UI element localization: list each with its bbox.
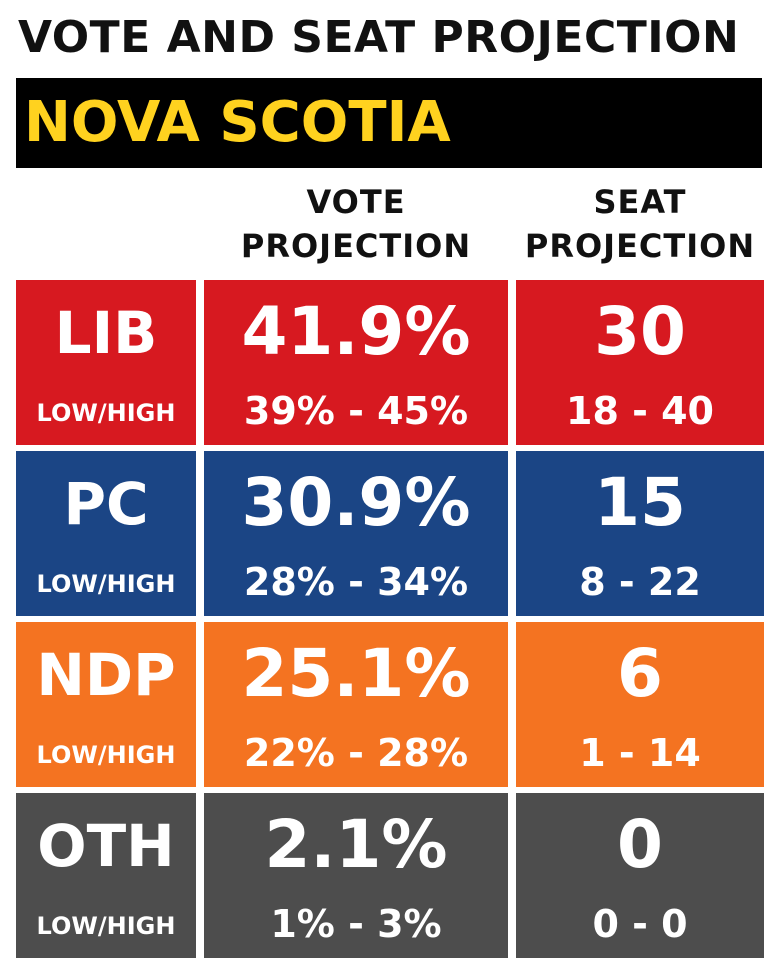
- vote-cell-ndp: 25.1% 22% - 28%: [204, 622, 508, 787]
- seat-header-line2: PROJECTION: [524, 227, 756, 265]
- seat-count: 6: [617, 635, 663, 712]
- vote-share: 2.1%: [264, 806, 448, 883]
- party-cell-oth: OTH LOW/HIGH: [16, 793, 196, 958]
- seat-count: 30: [594, 293, 686, 370]
- vote-share: 25.1%: [241, 635, 471, 712]
- vote-share: 30.9%: [241, 464, 471, 541]
- low-high-label: LOW/HIGH: [36, 741, 176, 769]
- chart-title: VOTE AND SEAT PROJECTION: [18, 12, 740, 63]
- vote-cell-oth: 2.1% 1% - 3%: [204, 793, 508, 958]
- party-cell-pc: PC LOW/HIGH: [16, 451, 196, 616]
- low-high-label: LOW/HIGH: [36, 912, 176, 940]
- party-name: LIB: [54, 299, 158, 367]
- seat-cell-pc: 15 8 - 22: [516, 451, 764, 616]
- region-name: NOVA SCOTIA: [24, 90, 451, 155]
- vote-share: 41.9%: [241, 293, 471, 370]
- party-name: OTH: [37, 812, 175, 880]
- seat-projection-header: SEAT PROJECTION: [516, 180, 764, 270]
- vote-range: 39% - 45%: [243, 389, 469, 433]
- party-cell-lib: LIB LOW/HIGH: [16, 280, 196, 445]
- seat-range: 18 - 40: [566, 389, 714, 433]
- vote-cell-pc: 30.9% 28% - 34%: [204, 451, 508, 616]
- low-high-label: LOW/HIGH: [36, 570, 176, 598]
- party-name: PC: [63, 470, 149, 538]
- seat-cell-ndp: 6 1 - 14: [516, 622, 764, 787]
- vote-range: 28% - 34%: [243, 560, 469, 604]
- low-high-label: LOW/HIGH: [36, 399, 176, 427]
- seat-range: 1 - 14: [579, 731, 701, 775]
- seat-range: 0 - 0: [592, 902, 688, 946]
- party-name: NDP: [36, 641, 176, 709]
- seat-cell-lib: 30 18 - 40: [516, 280, 764, 445]
- vote-header-line1: VOTE: [306, 183, 406, 221]
- seat-range: 8 - 22: [579, 560, 701, 604]
- seat-count: 0: [617, 806, 663, 883]
- vote-projection-header: VOTE PROJECTION: [204, 180, 508, 270]
- seat-header-line1: SEAT: [593, 183, 687, 221]
- region-banner: NOVA SCOTIA: [16, 78, 762, 168]
- vote-range: 22% - 28%: [243, 731, 469, 775]
- party-cell-ndp: NDP LOW/HIGH: [16, 622, 196, 787]
- seat-cell-oth: 0 0 - 0: [516, 793, 764, 958]
- vote-range: 1% - 3%: [270, 902, 442, 946]
- vote-cell-lib: 41.9% 39% - 45%: [204, 280, 508, 445]
- seat-count: 15: [594, 464, 686, 541]
- vote-header-line2: PROJECTION: [240, 227, 472, 265]
